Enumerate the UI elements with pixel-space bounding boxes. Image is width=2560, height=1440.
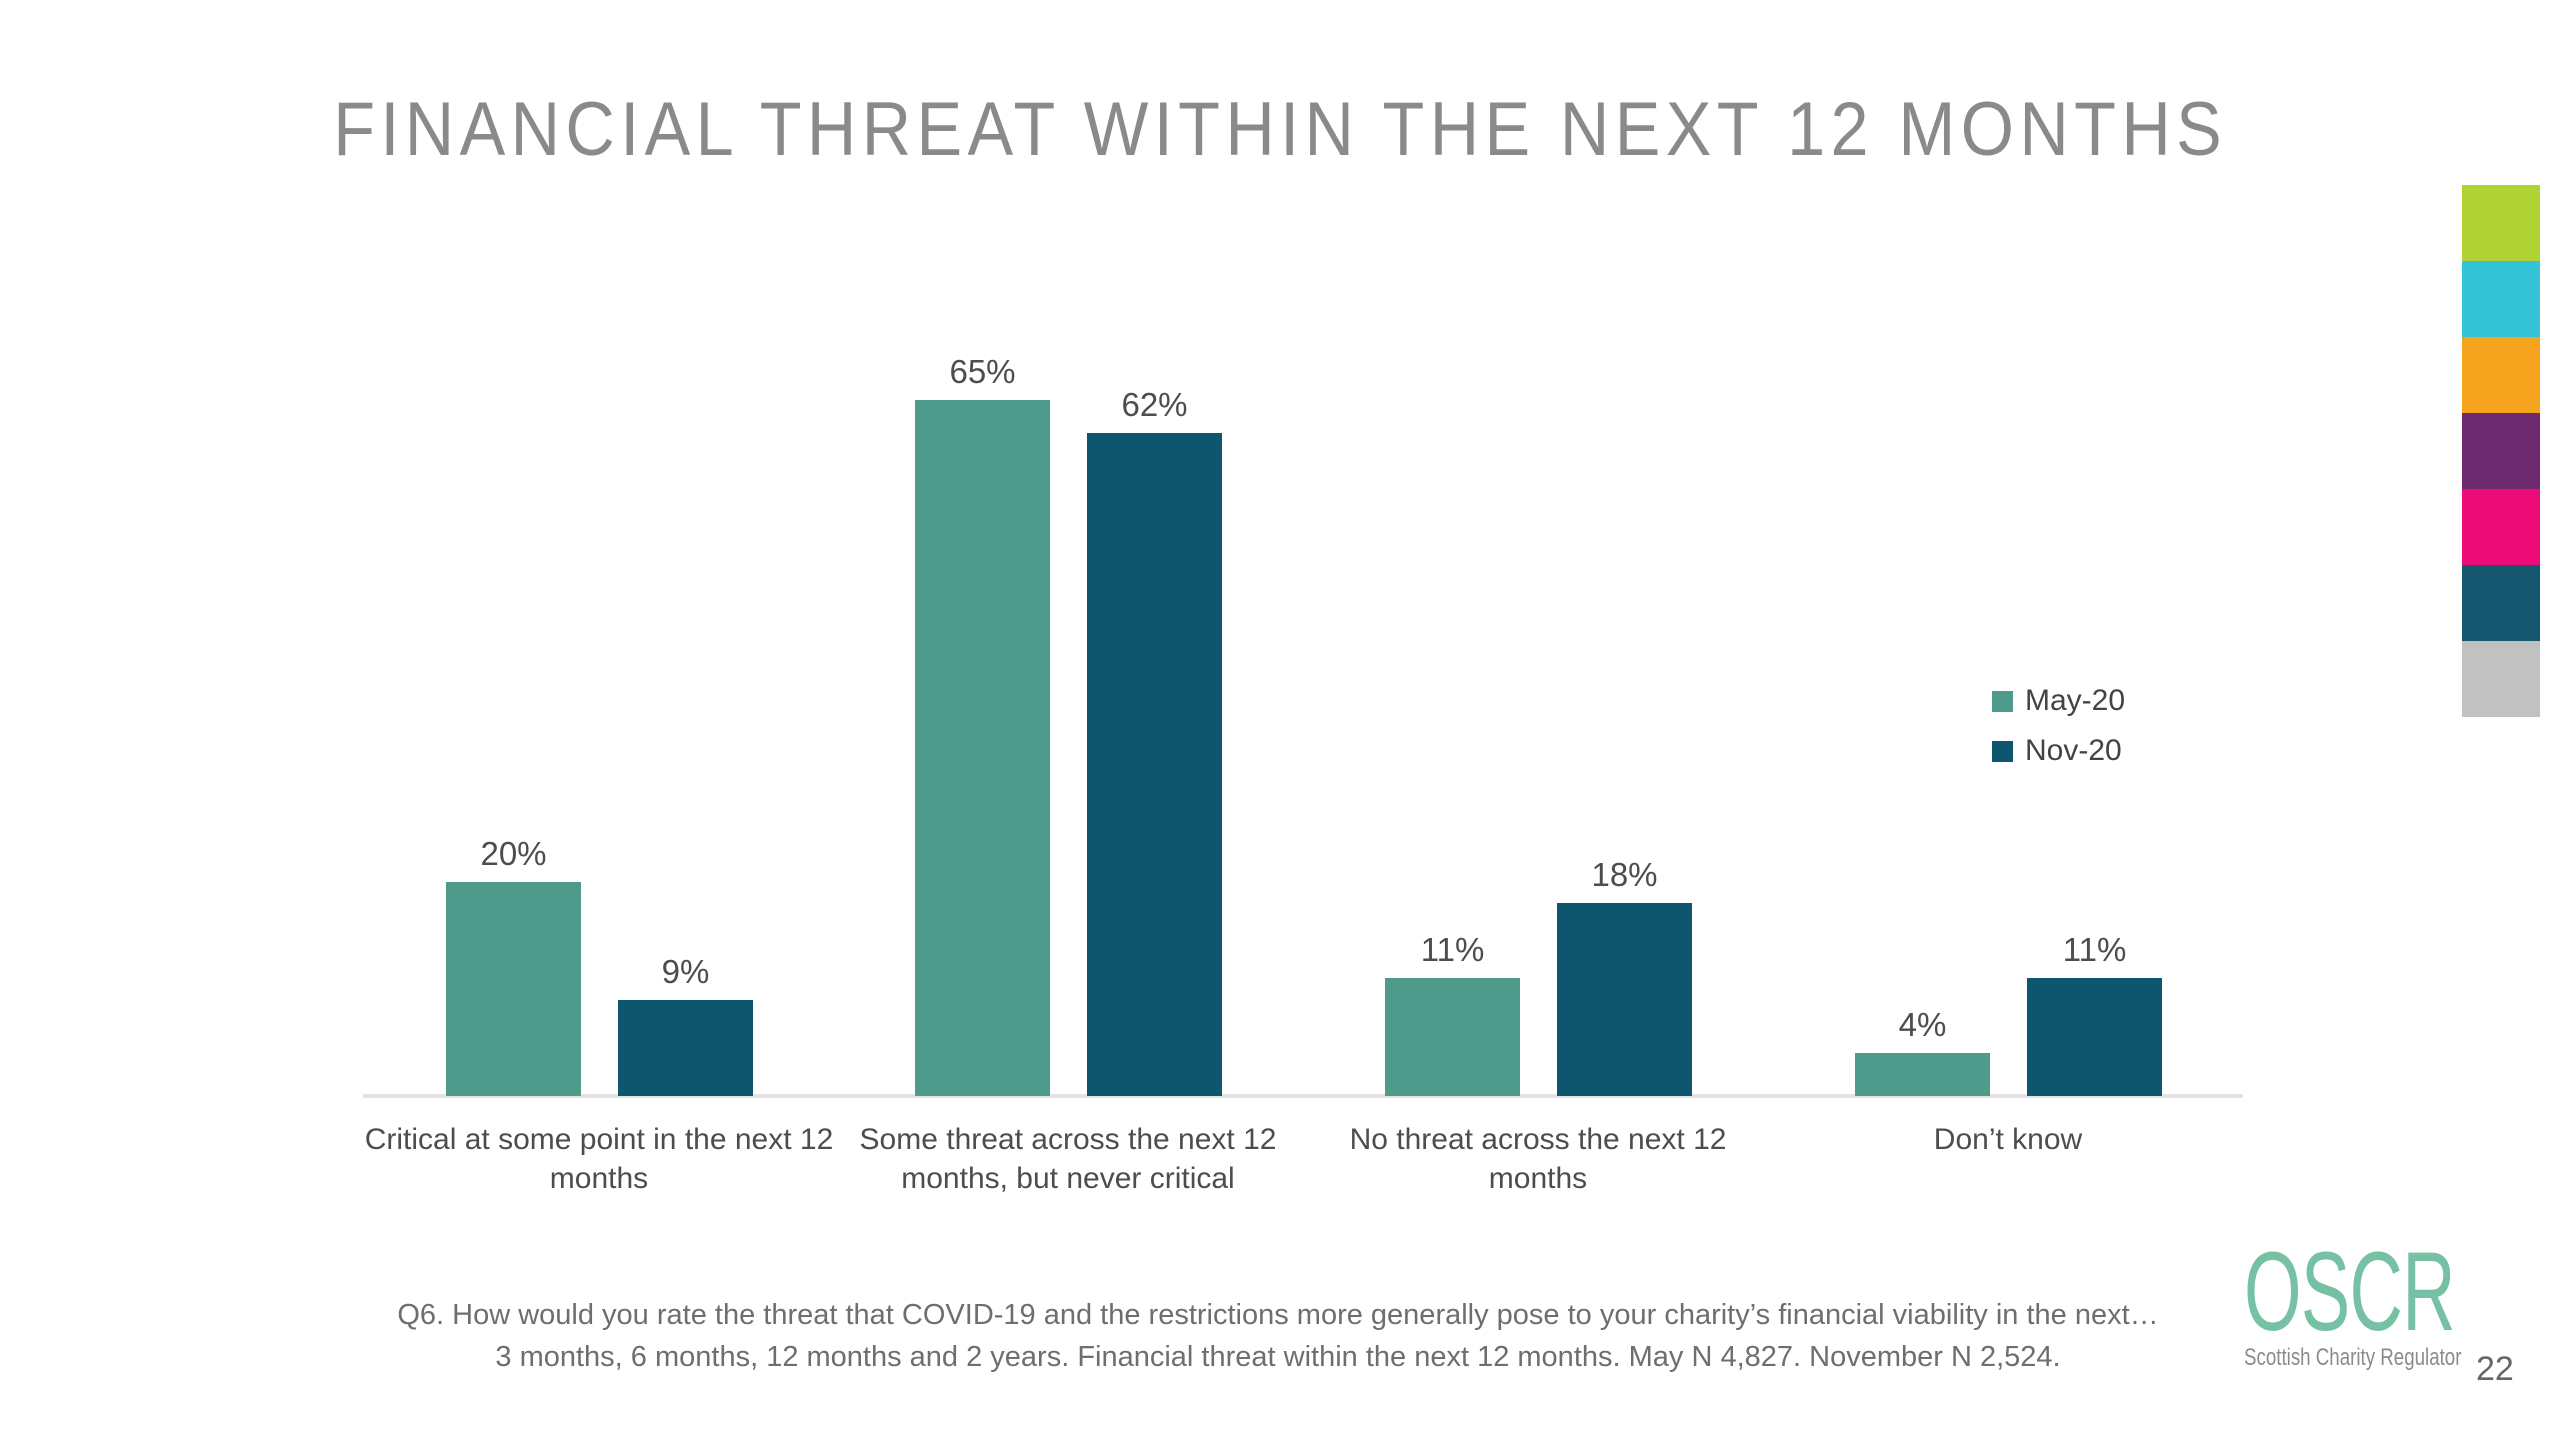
oscr-logo-tagline: Scottish Charity Regulator — [2244, 1344, 2462, 1371]
oscr-logo: OSCR Scottish Charity Regulator — [2244, 1229, 2560, 1372]
legend-label-nov-20: Nov-20 — [2025, 734, 2122, 767]
bar-value-label: 11% — [1420, 931, 1485, 968]
bar-value-label: 20% — [480, 835, 547, 872]
legend-label-may-20: May-20 — [2025, 684, 2126, 717]
bar-may-20-category-4 — [1855, 1053, 1990, 1096]
bar-value-label: 11% — [2062, 931, 2127, 968]
bar-nov-20-category-3 — [1557, 903, 1692, 1096]
chart-legend: May-20 Nov-20 — [1992, 684, 2125, 768]
bar-may-20-category-2 — [915, 400, 1050, 1096]
bar-value-label: 9% — [661, 953, 710, 990]
palette-color-1 — [2462, 185, 2540, 261]
footnote: Q6. How would you rate the threat that C… — [200, 1294, 2356, 1378]
bar-may-20-category-3 — [1385, 978, 1520, 1096]
bar-value-label: 62% — [1121, 386, 1188, 423]
bar-may-20-category-1 — [446, 882, 581, 1096]
bar-value-label: 65% — [949, 353, 1016, 390]
legend-item-nov-20: Nov-20 — [1992, 734, 2125, 768]
page-number: 22 — [2476, 1350, 2514, 1388]
oscr-logo-text: OSCR — [2244, 1229, 2456, 1354]
palette-color-3 — [2462, 337, 2540, 413]
footnote-line-2: 3 months, 6 months, 12 months and 2 year… — [495, 1341, 2061, 1373]
x-axis-line — [363, 1094, 2243, 1098]
legend-swatch-may-20 — [1992, 690, 2013, 712]
footnote-line-1: Q6. How would you rate the threat that C… — [397, 1299, 2159, 1331]
page-title: FINANCIAL THREAT WITHIN THE NEXT 12 MONT… — [0, 86, 2560, 173]
category-label: Don’t know — [1933, 1123, 2083, 1156]
legend-swatch-nov-20 — [1992, 740, 2013, 762]
legend-item-may-20: May-20 — [1992, 684, 2125, 718]
palette-color-5 — [2462, 489, 2540, 565]
color-palette-strip — [2462, 185, 2540, 717]
bar-nov-20-category-1 — [618, 1000, 753, 1096]
palette-color-2 — [2462, 261, 2540, 337]
bar-value-label: 4% — [1898, 1006, 1947, 1043]
page-title-text: FINANCIAL THREAT WITHIN THE NEXT 12 MONT… — [333, 87, 2227, 172]
bar-value-label: 18% — [1591, 856, 1658, 893]
category-label: Critical at some point in the next 12 mo… — [364, 1123, 834, 1195]
palette-color-7 — [2462, 641, 2540, 717]
bar-nov-20-category-2 — [1087, 433, 1222, 1096]
category-label: No threat across the next 12 months — [1349, 1123, 1727, 1195]
palette-color-4 — [2462, 413, 2540, 489]
bar-nov-20-category-4 — [2027, 978, 2162, 1096]
category-label: Some threat across the next 12 months, b… — [859, 1123, 1277, 1195]
palette-color-6 — [2462, 565, 2540, 641]
